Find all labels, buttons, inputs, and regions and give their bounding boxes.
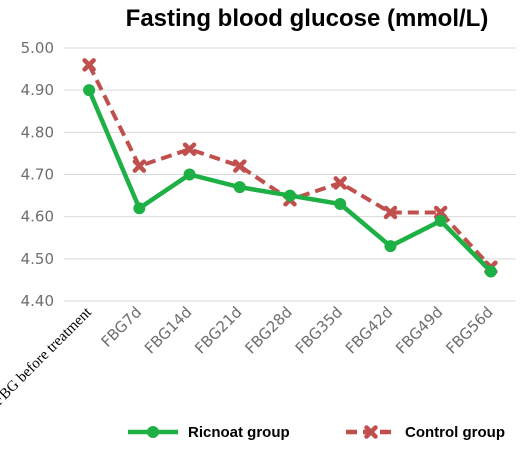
x-tick-label: FBG28d <box>241 303 295 357</box>
x-tick-label: FBG35d <box>292 303 346 357</box>
legend-marker <box>147 426 159 438</box>
y-tick-label: 4.90 <box>21 81 54 99</box>
marker-stroke <box>233 159 247 173</box>
data-point <box>183 168 196 181</box>
marker-stroke <box>383 205 398 220</box>
marker-stroke <box>132 159 147 173</box>
y-tick-label: 4.70 <box>21 166 54 184</box>
y-tick-label: 4.40 <box>21 292 54 310</box>
y-tick-label: 4.60 <box>21 208 54 226</box>
data-point <box>384 240 397 253</box>
x-tick-label: FBG49d <box>392 303 446 357</box>
grid <box>64 47 516 302</box>
x-tick-label: FBG before treatment <box>0 304 96 409</box>
x-tick-label: FBG14d <box>141 303 195 357</box>
series-layer <box>82 58 498 278</box>
data-point <box>182 142 197 156</box>
data-point <box>433 205 448 220</box>
data-point <box>434 214 447 227</box>
marker-stroke <box>82 58 96 72</box>
data-point <box>284 189 296 202</box>
marker-stroke <box>182 142 197 156</box>
marker-stroke <box>333 176 347 190</box>
data-point <box>233 159 247 173</box>
data-point <box>334 198 347 211</box>
marker-stroke <box>433 205 448 220</box>
series-line <box>87 89 493 274</box>
data-point <box>233 181 246 194</box>
data-point <box>83 84 96 97</box>
series-line <box>87 63 493 269</box>
legend-label: Control group <box>405 424 505 441</box>
y-tick-label: 4.80 <box>21 123 54 141</box>
data-point <box>333 176 347 190</box>
data-point <box>82 58 96 72</box>
data-point <box>132 159 147 173</box>
data-point <box>133 202 146 215</box>
y-tick-label: 4.50 <box>21 250 54 268</box>
x-tick-label: FBG56d <box>442 303 496 357</box>
y-tick-label: 5.00 <box>21 39 54 57</box>
legend: Ricnoat group Control group <box>128 424 505 441</box>
legend-marker <box>364 425 378 439</box>
x-tick-label: FBG42d <box>342 303 396 357</box>
data-point <box>383 205 398 220</box>
data-point <box>484 265 497 278</box>
legend-label: Ricnoat group <box>188 424 290 441</box>
x-axis: FBG before treatment FBG7dFBG14dFBG21dFBG… <box>0 303 497 409</box>
marker-stroke <box>364 425 378 439</box>
chart-title: Fasting blood glucose (mmol/L) <box>126 5 489 32</box>
x-tick-label: FBG21d <box>191 303 245 357</box>
y-axis: 4.40 4.50 4.60 4.70 4.80 4.90 5.00 <box>21 39 54 310</box>
x-tick-label: FBG7d <box>98 303 146 351</box>
